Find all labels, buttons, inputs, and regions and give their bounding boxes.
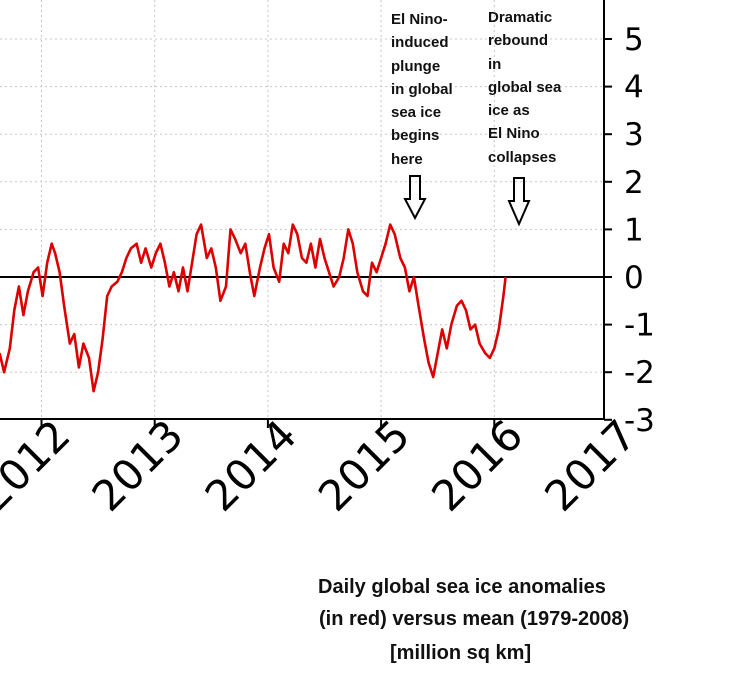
annotation-line: induced: [391, 34, 449, 52]
x-tick-label: 2014: [196, 410, 306, 520]
y-axis-ticks: [604, 38, 612, 421]
grid: [0, 0, 604, 419]
y-tick-label: -1: [624, 308, 655, 344]
plot-frame: [0, 0, 605, 420]
y-tick-label: 0: [624, 260, 644, 296]
annotation-line: in: [488, 55, 502, 73]
caption-line-1: Daily global sea ice anomalies: [318, 576, 606, 598]
caption-line-2: (in red) versus mean (1979-2008): [319, 608, 630, 630]
annotation-line: plunge: [391, 57, 441, 75]
annotation-line: Dramatic: [488, 9, 553, 26]
x-tick-label: 2013: [83, 410, 193, 520]
x-axis-ticks: [40, 419, 496, 428]
y-tick-label: 5: [624, 22, 644, 58]
series-line: [0, 223, 507, 393]
y-tick-label: 4: [624, 70, 644, 106]
annotation-line: rebound: [488, 32, 548, 50]
annotation-line: collapses: [488, 148, 557, 166]
annotation-line: global sea: [488, 78, 562, 96]
annotation-arrows: [403, 175, 531, 227]
y-tick-label: 2: [624, 165, 644, 201]
annotation-line: ice as: [488, 102, 530, 120]
y-tick-label: -2: [624, 355, 655, 391]
x-axis-tick-labels: 2012 2013 2014 2015 2016 2017: [0, 410, 646, 520]
down-arrow-icon: [507, 177, 531, 227]
annotation-line: begins: [391, 127, 440, 145]
y-tick-label: 1: [624, 212, 644, 248]
down-arrow-icon: [403, 175, 427, 221]
x-tick-label: 2012: [0, 410, 80, 520]
y-axis-tick-labels: -3 -2 -1 0 1 2 3 4 5: [624, 22, 655, 439]
el-nino-plunge-annotation: El Nino- induced plunge in global sea ic…: [391, 8, 453, 171]
y-tick-label: 3: [624, 117, 644, 153]
annotation-line: in global: [391, 80, 453, 98]
annotation-line: El Nino-: [391, 11, 448, 28]
rebound-annotation: Dramatic rebound in global sea ice as El…: [488, 6, 561, 169]
caption-line-3: [million sq km]: [390, 642, 532, 664]
y-tick-label: -3: [624, 403, 655, 439]
x-tick-label: 2016: [422, 410, 532, 520]
annotation-line: sea ice: [391, 104, 442, 122]
annotation-line: here: [391, 150, 423, 168]
x-tick-label: 2015: [309, 410, 419, 520]
annotation-line: El Nino: [488, 125, 540, 143]
